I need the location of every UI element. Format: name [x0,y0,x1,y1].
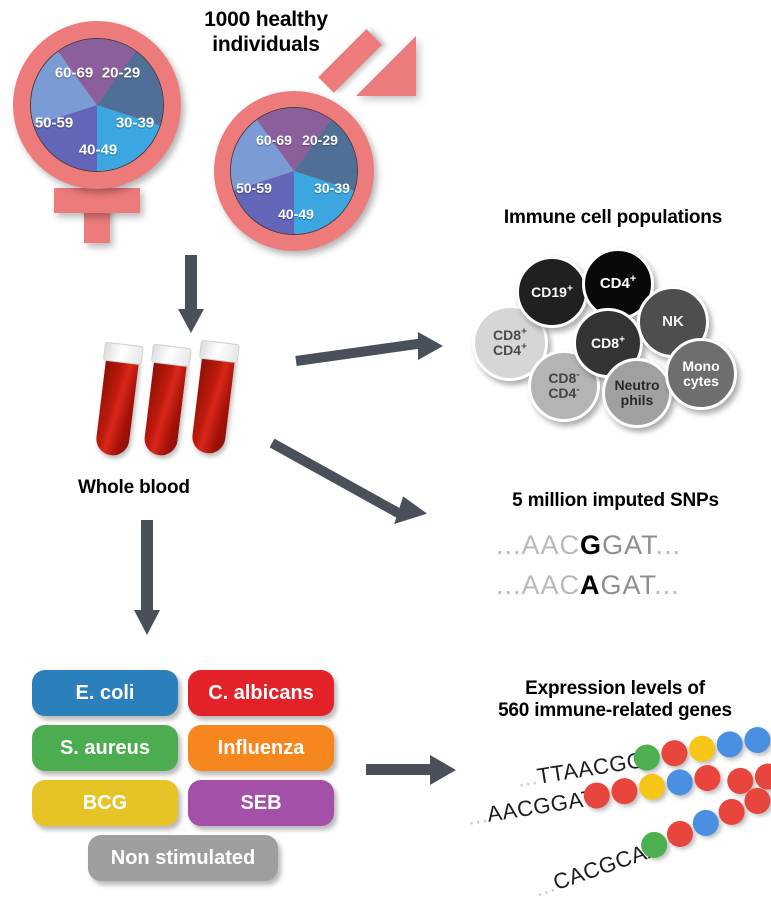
snp-prefix: ... [496,570,522,600]
rna-bases: AACGGAT [485,784,598,827]
stimulation-panel: E. coli C. albicans S. aureus Influenza … [32,670,352,895]
snp-suffix: ... [655,530,682,560]
snps-heading: 5 million imputed SNPs [512,490,719,511]
snp-variant: G [580,530,603,560]
blood-tube-body [190,353,236,456]
arrow-shaft [141,520,153,612]
blood-tube [94,341,144,458]
cell-label: CD19+ [531,283,573,300]
immune-heading: Immune cell populations [503,207,723,228]
pie-label-30-39: 30-39 [115,114,155,132]
snp-right: GAT [600,570,655,600]
expression-heading-line2: 560 immune-related genes [498,700,732,722]
male-symbol-arrowhead [356,36,416,96]
stimulant-seb[interactable]: SEB [188,780,334,826]
arrow-shaft [295,338,424,366]
rna-bead [692,763,723,793]
stimulant-s-aureus[interactable]: S. aureus [32,725,178,771]
arrow-shaft [185,255,197,311]
blood-tubes [94,338,280,463]
pie-label-20-29: 20-29 [101,64,141,82]
male-age-pie [230,107,358,235]
snp-sequence-row: ...AACGGAT... [496,530,681,561]
cohort-heading-line1: 1000 healthy [204,8,328,31]
cell-cd19pos: CD19+ [516,256,588,328]
cell-label: CD8+ [591,334,625,351]
blood-tube-body [142,357,188,458]
cell-label: CD8- CD4- [548,369,580,401]
arrow-stimulation-to-expression [366,755,476,795]
rna-bead [664,767,695,798]
female-symbol-cross [54,188,140,213]
pie-label-30-39: 30-39 [314,180,350,196]
arrow-blood-to-snps [269,438,452,548]
stimulant-non-stimulated[interactable]: Non stimulated [88,835,278,881]
pie-label-60-69: 60-69 [54,64,94,82]
rna-bead [609,776,640,807]
cell-label: NK [662,313,684,331]
blood-tube [190,339,240,456]
snp-variant: A [580,570,601,600]
female-age-pie [30,38,164,172]
male-symbol: 20-29 30-39 40-49 50-59 60-69 [196,29,426,256]
arrow-shaft [269,438,406,521]
immune-cell-cluster: CD8+ CD4+ CD19+ CD8- CD4- CD4+ CD8+ NK Neu… [460,240,760,428]
blood-tube-body [94,355,140,458]
arrow-blood-to-immune [295,330,456,380]
arrow-shaft [366,764,432,775]
arrow-head [430,755,456,785]
stimulant-c-albicans[interactable]: C. albicans [188,670,334,716]
arrow-blood-to-stimulation [132,520,162,640]
cohort-heading: 1000 healthy individuals [176,8,356,58]
pie-label-40-49: 40-49 [78,141,118,159]
cell-cd8neg-cd4neg: CD8- CD4- [528,350,600,422]
arrow-head [418,332,443,360]
cohort-heading-line2: individuals [212,32,320,56]
stimulant-influenza[interactable]: Influenza [188,725,334,771]
rna-bead [687,733,717,764]
blood-tube [142,343,192,458]
expression-heading: Expression levels of 560 immune-related … [462,678,768,723]
snp-left: AAC [521,570,581,600]
stimulant-e-coli[interactable]: E. coli [32,670,178,716]
cell-label: Mono cytes [682,358,720,389]
snp-sequences: ...AACGGAT... ...AACAGAT... [480,530,760,620]
snp-left: AAC [521,530,581,560]
rna-bead [659,738,690,769]
pie-label-60-69: 60-69 [256,132,292,148]
rna-strand-sequence: ...AACGGAT [466,785,598,831]
snp-right: GAT [602,530,656,560]
pie-label-40-49: 40-49 [278,206,314,222]
whole-blood-label: Whole blood [78,477,190,498]
arrow-head [394,496,430,533]
expression-heading-line1: Expression levels of [525,678,705,699]
rna-bead [742,725,771,755]
arrow-cohort-to-blood [176,255,206,335]
snp-suffix: ... [654,570,680,600]
cell-nk: NK [637,286,709,358]
rna-strands: ...TTAACGG ...AACGGAT ...CACGCAA [440,725,771,920]
rna-bead [714,729,745,760]
pie-label-20-29: 20-29 [302,132,338,148]
cell-label: CD8+ CD4+ [493,326,527,358]
snp-prefix: ... [496,530,522,560]
cell-monocytes: Mono cytes [665,338,737,410]
arrow-head [134,610,160,635]
cell-neutrophils: Neutro phils [602,358,672,428]
stimulant-bcg[interactable]: BCG [32,780,178,826]
female-symbol: 20-29 30-39 40-49 50-59 60-69 [10,18,200,248]
arrow-head [178,309,204,333]
rna-bead [637,771,667,802]
cell-label: CD4+ [599,273,637,293]
pie-label-50-59: 50-59 [34,114,74,132]
cell-label: Neutro phils [614,377,660,408]
pie-label-50-59: 50-59 [236,180,272,196]
snp-sequence-row: ...AACAGAT... [496,570,680,601]
